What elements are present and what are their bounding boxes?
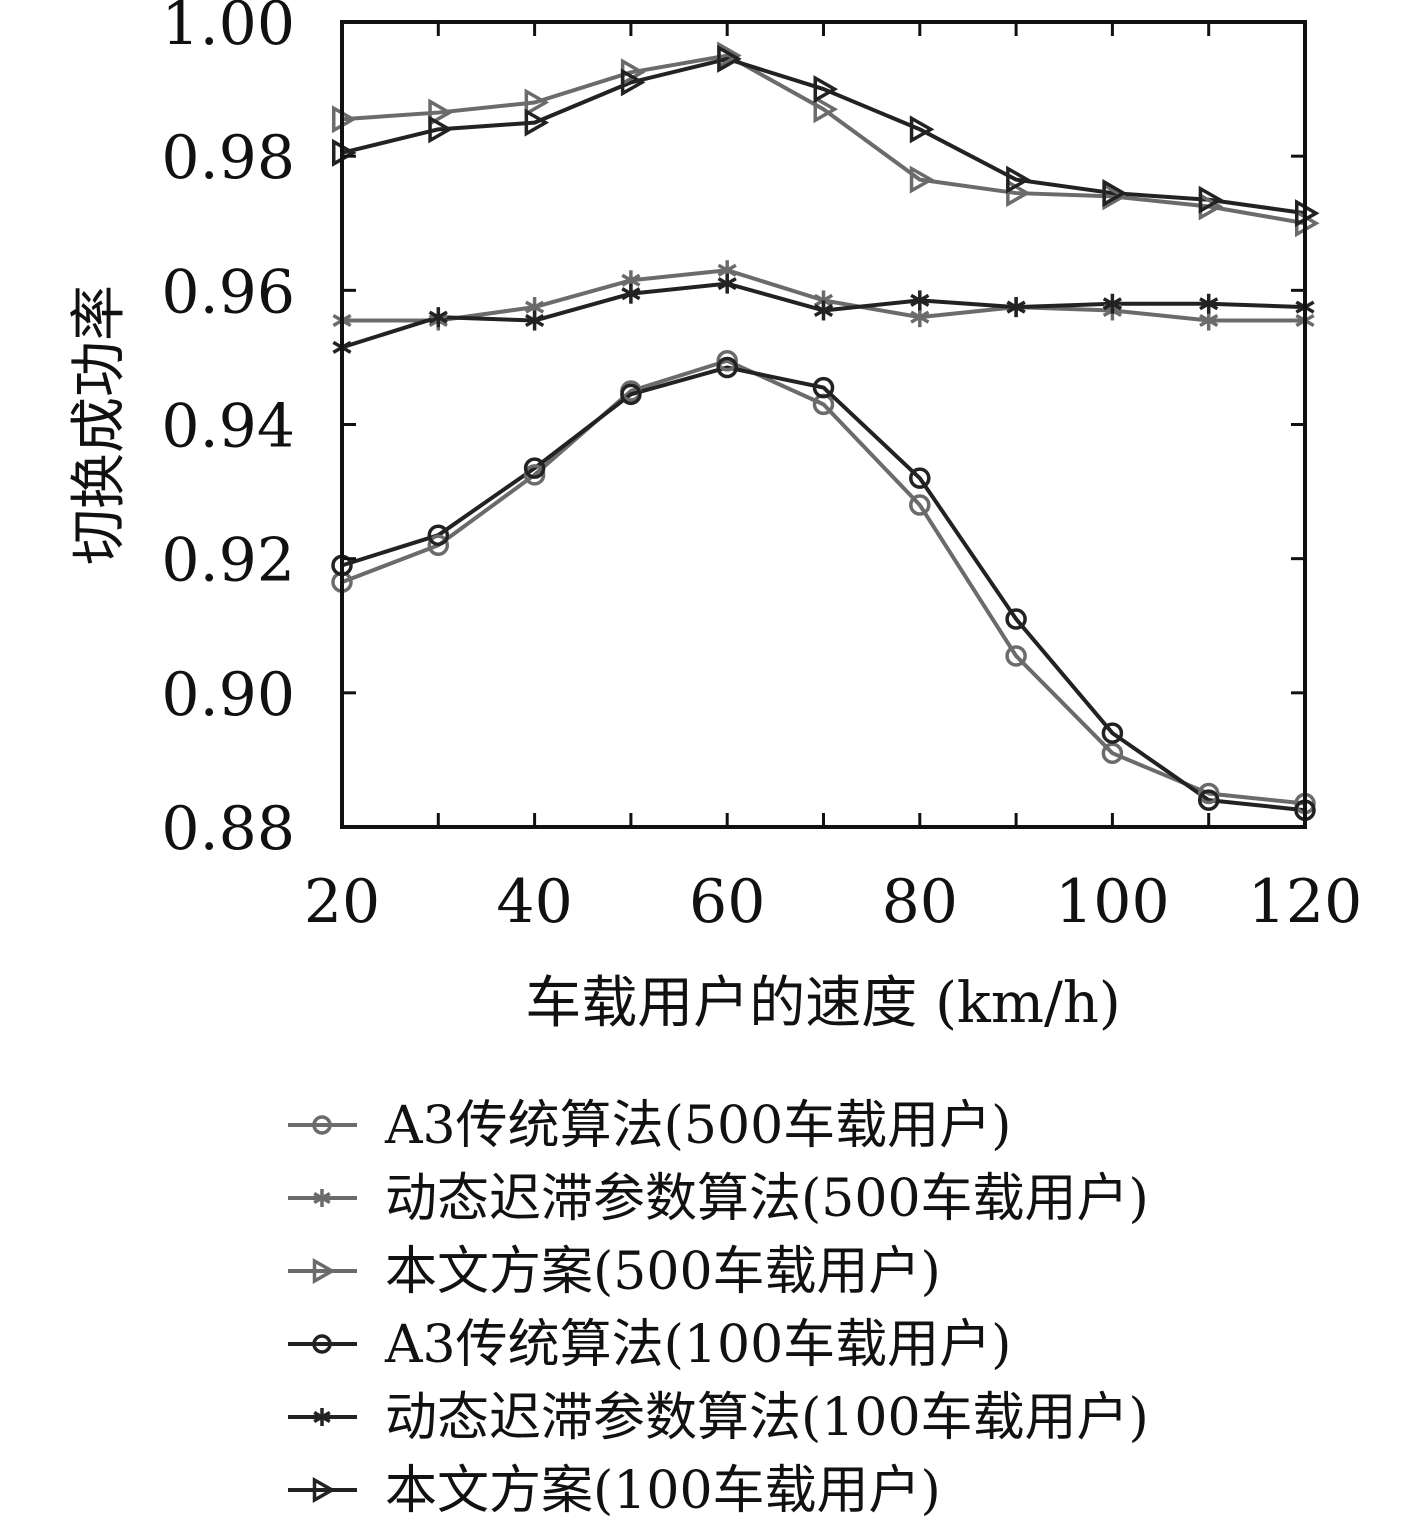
x-tick-label: 120	[1248, 867, 1363, 937]
legend-label: 动态迟滞参数算法(500车载用户)	[385, 1169, 1149, 1229]
data-point-triangle	[1006, 179, 1031, 208]
y-tick-label: 1.00	[161, 0, 295, 59]
axis-ticks	[340, 20, 1307, 829]
y-tick-label: 0.94	[161, 392, 295, 462]
series-markers-5	[332, 273, 1315, 358]
data-point-triangle	[428, 98, 453, 127]
data-point-asterisk	[717, 273, 737, 294]
series-markers-2	[332, 260, 1315, 331]
y-tick-label: 0.90	[161, 660, 295, 730]
data-point-circle	[1101, 722, 1124, 744]
data-point-circle	[909, 494, 931, 516]
series-lines	[341, 53, 1306, 813]
data-point-circle	[427, 534, 450, 556]
y-tick-label: 0.98	[161, 123, 295, 193]
data-point-circle	[312, 1115, 332, 1135]
legend-label: 动态迟滞参数算法(100车载用户)	[385, 1388, 1149, 1448]
plot-area-frame	[340, 20, 1307, 829]
data-point-asterisk	[813, 300, 834, 321]
data-point-circle	[1005, 645, 1027, 667]
legend-label: 本文方案(100车载用户)	[385, 1461, 941, 1521]
legend-entry: 动态迟滞参数算法(500车载用户)	[288, 1169, 1149, 1229]
x-tick-label: 80	[882, 867, 958, 937]
y-tick-labels: 0.88 0.90 0.92 0.94 0.96 0.98 1.00	[161, 0, 295, 864]
data-point-circle	[1197, 789, 1220, 811]
data-point-triangle	[717, 44, 742, 73]
legend-label: 本文方案(500车载用户)	[385, 1242, 941, 1302]
series-markers	[331, 41, 1320, 821]
data-point-asterisk	[428, 307, 448, 328]
y-axis-label: 切换成功率	[67, 285, 132, 565]
series-markers-3	[332, 41, 1320, 238]
legend-entry: A3传统算法(100车载用户)	[288, 1315, 1011, 1375]
data-point-asterisk	[313, 1408, 331, 1426]
legend-entry: 本文方案(500车载用户)	[288, 1242, 941, 1302]
series-line-4	[341, 365, 1306, 813]
data-point-triangle	[524, 108, 550, 137]
data-point-asterisk	[910, 290, 930, 311]
x-tick-label: 60	[689, 867, 765, 937]
series-markers-4	[331, 356, 1316, 821]
data-point-circle	[716, 350, 738, 372]
data-point-asterisk	[525, 310, 545, 331]
data-point-circle	[1005, 608, 1027, 630]
legend-label: A3传统算法(500车载用户)	[384, 1096, 1011, 1156]
data-point-triangle	[813, 75, 839, 104]
data-point-circle	[312, 1334, 332, 1354]
y-tick-label: 0.96	[161, 257, 295, 327]
x-tick-label: 40	[496, 867, 572, 937]
data-point-triangle	[524, 88, 550, 117]
data-point-triangle	[428, 115, 453, 144]
data-point-circle	[427, 524, 450, 546]
x-tick-labels: 20 40 60 80 100 120	[304, 867, 1362, 937]
data-point-circle	[1101, 742, 1124, 764]
data-point-circle	[620, 383, 642, 406]
legend-entry: A3传统算法(500车载用户)	[288, 1096, 1011, 1156]
data-point-asterisk	[1199, 293, 1219, 314]
data-point-triangle	[312, 1257, 336, 1285]
data-point-triangle	[1198, 185, 1224, 214]
x-axis-label: 车载用户的速度 (km/h)	[525, 971, 1120, 1036]
legend-label: A3传统算法(100车载用户)	[384, 1315, 1011, 1375]
series-line-6	[341, 56, 1306, 216]
data-point-asterisk	[1006, 297, 1026, 318]
data-point-asterisk	[1199, 310, 1219, 331]
data-point-circle	[909, 467, 931, 489]
legend-entry: 动态迟滞参数算法(100车载用户)	[288, 1388, 1149, 1448]
data-point-triangle	[312, 1476, 336, 1504]
data-point-triangle	[909, 115, 935, 144]
y-tick-label: 0.92	[161, 526, 295, 596]
data-point-asterisk	[910, 307, 930, 328]
legend-entry: 本文方案(100车载用户)	[288, 1461, 941, 1521]
data-point-circle	[716, 356, 738, 379]
data-point-triangle	[909, 165, 935, 194]
series-line-1	[341, 358, 1306, 806]
legend: A3传统算法(500车载用户) 动态迟滞参数算法(500车载用户) 本文方案(500…	[288, 1096, 1149, 1521]
x-tick-label: 100	[1055, 867, 1170, 937]
data-point-asterisk	[1102, 293, 1122, 314]
series-markers-1	[331, 350, 1316, 815]
series-line-3	[341, 53, 1306, 226]
data-point-circle	[812, 376, 835, 399]
data-point-triangle	[1006, 165, 1031, 194]
data-point-circle	[523, 464, 546, 486]
data-point-asterisk	[313, 1189, 331, 1207]
data-point-circle	[1197, 782, 1220, 805]
y-tick-label: 0.88	[161, 794, 295, 864]
data-point-asterisk	[621, 283, 641, 304]
data-point-triangle	[620, 68, 646, 97]
data-point-triangle	[813, 95, 839, 124]
data-point-circle	[523, 457, 546, 479]
data-point-triangle	[1102, 179, 1127, 208]
x-tick-label: 20	[304, 867, 380, 937]
